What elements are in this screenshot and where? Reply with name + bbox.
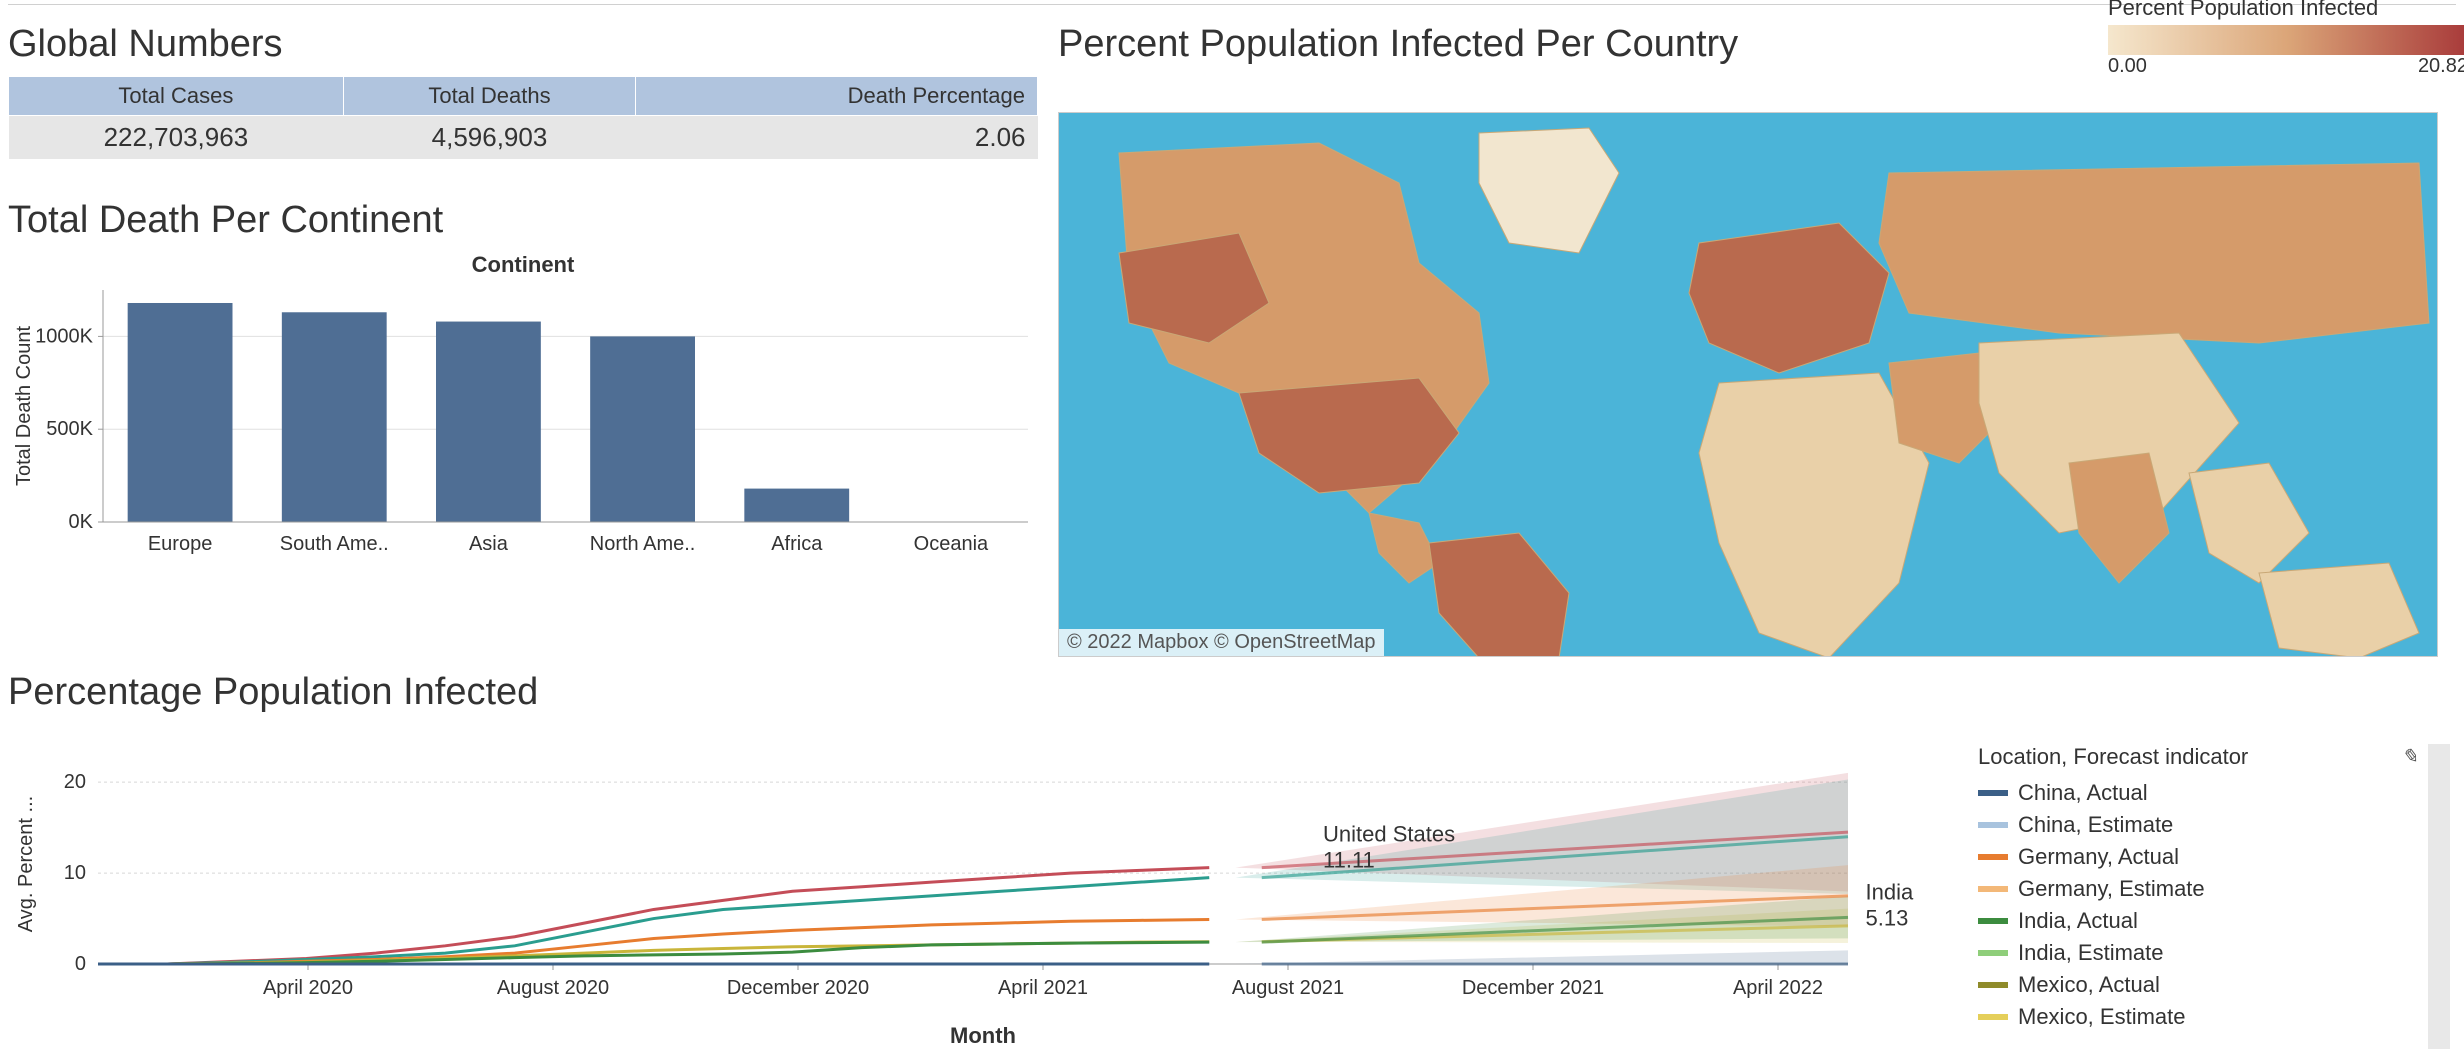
svg-text:20: 20 xyxy=(64,771,86,793)
legend-label: China, Actual xyxy=(2018,780,2148,806)
svg-text:North Ame..: North Ame.. xyxy=(590,533,696,555)
svg-text:11.11: 11.11 xyxy=(1323,847,1375,872)
legend-title: Location, Forecast indicator xyxy=(1978,744,2418,770)
map-legend-title: Percent Population Infected xyxy=(2108,0,2464,21)
legend-panel: ✎ Location, Forecast indicator China, Ac… xyxy=(1978,744,2418,1049)
legend-scrollbar[interactable] xyxy=(2428,744,2450,1049)
svg-text:Africa: Africa xyxy=(771,533,823,555)
world-map[interactable]: © 2022 Mapbox © OpenStreetMap xyxy=(1058,112,2438,657)
legend-swatch xyxy=(1978,790,2008,796)
svg-text:Avg. Percent ...: Avg. Percent ... xyxy=(15,796,37,932)
legend-swatch xyxy=(1978,1014,2008,1020)
svg-text:0K: 0K xyxy=(69,511,94,533)
legend-swatch xyxy=(1978,886,2008,892)
svg-text:1000K: 1000K xyxy=(35,325,93,347)
legend-swatch xyxy=(1978,982,2008,988)
svg-text:August 2020: August 2020 xyxy=(497,977,609,999)
bar-chart-panel: Total Death Per Continent Continent 0K 50… xyxy=(8,199,1038,567)
svg-text:December 2020: December 2020 xyxy=(727,977,869,999)
line-xlabel: Month xyxy=(8,1023,1958,1049)
bar-chart[interactable]: 0K 500K 1000K Europe South Ame.. Asia North Am… xyxy=(8,282,1038,567)
global-numbers-table: Total CasesTotal DeathsDeath Percentage … xyxy=(8,76,1038,159)
legend-label: India, Actual xyxy=(2018,908,2138,934)
left-top-panel: Global Numbers Total CasesTotal DeathsDe… xyxy=(8,23,1038,657)
table-cell: 2.06 xyxy=(636,116,1038,160)
legend-item[interactable]: India, Estimate xyxy=(1978,940,2418,966)
svg-text:Total Death Count: Total Death Count xyxy=(13,326,35,487)
svg-text:Oceania: Oceania xyxy=(914,533,989,555)
svg-text:April 2022: April 2022 xyxy=(1733,977,1823,999)
legend-swatch xyxy=(1978,918,2008,924)
legend-label: China, Estimate xyxy=(2018,812,2173,838)
legend-swatch xyxy=(1978,950,2008,956)
svg-text:India: India xyxy=(1866,879,1914,904)
table-header: Death Percentage xyxy=(636,77,1038,116)
svg-text:South Ame..: South Ame.. xyxy=(280,533,389,555)
legend-label: Germany, Actual xyxy=(2018,844,2179,870)
svg-text:United States: United States xyxy=(1323,821,1455,846)
map-attribution: © 2022 Mapbox © OpenStreetMap xyxy=(1059,629,1384,656)
svg-text:10: 10 xyxy=(64,862,86,884)
svg-text:5.13: 5.13 xyxy=(1866,905,1909,930)
legend-item[interactable]: Mexico, Actual xyxy=(1978,972,2418,998)
svg-text:Europe: Europe xyxy=(148,533,213,555)
table-cell: 4,596,903 xyxy=(343,116,635,160)
legend-label: Mexico, Estimate xyxy=(2018,1004,2186,1030)
line-chart-title: Percentage Population Infected xyxy=(8,671,2456,714)
map-legend: Percent Population Infected 0.00 20.82 xyxy=(2108,0,2464,78)
bar-chart-title: Total Death Per Continent xyxy=(8,199,1038,242)
svg-text:April 2021: April 2021 xyxy=(998,977,1088,999)
table-cell: 222,703,963 xyxy=(9,116,344,160)
svg-text:500K: 500K xyxy=(46,418,93,440)
svg-text:August 2021: August 2021 xyxy=(1232,977,1344,999)
global-numbers-title: Global Numbers xyxy=(8,23,1038,66)
svg-text:April 2020: April 2020 xyxy=(263,977,353,999)
map-panel: Percent Population Infected 0.00 20.82 P… xyxy=(1058,23,2464,657)
legend-label: India, Estimate xyxy=(2018,940,2164,966)
bar-chart-subtitle: Continent xyxy=(8,252,1038,278)
line-chart[interactable]: 0 10 20 Avg. Percent ... April 2020 August 20… xyxy=(8,744,1958,1014)
legend-item[interactable]: India, Actual xyxy=(1978,908,2418,934)
legend-item[interactable]: China, Actual xyxy=(1978,780,2418,806)
table-header: Total Deaths xyxy=(343,77,635,116)
table-header: Total Cases xyxy=(9,77,344,116)
legend-item[interactable]: Mexico, Estimate xyxy=(1978,1004,2418,1030)
legend-label: Mexico, Actual xyxy=(2018,972,2160,998)
map-legend-max: 20.82 xyxy=(2418,55,2464,78)
legend-swatch xyxy=(1978,854,2008,860)
legend-item[interactable]: Germany, Actual xyxy=(1978,844,2418,870)
map-legend-gradient xyxy=(2108,25,2464,55)
svg-text:Asia: Asia xyxy=(469,533,509,555)
legend-item[interactable]: Germany, Estimate xyxy=(1978,876,2418,902)
svg-text:0: 0 xyxy=(75,953,86,975)
map-legend-min: 0.00 xyxy=(2108,55,2147,78)
legend-swatch xyxy=(1978,822,2008,828)
legend-label: Germany, Estimate xyxy=(2018,876,2205,902)
legend-item[interactable]: China, Estimate xyxy=(1978,812,2418,838)
edit-icon[interactable]: ✎ xyxy=(2401,744,2418,769)
line-chart-panel: Percentage Population Infected 0 10 20 Avg.… xyxy=(8,671,2456,1049)
svg-text:December 2021: December 2021 xyxy=(1462,977,1604,999)
